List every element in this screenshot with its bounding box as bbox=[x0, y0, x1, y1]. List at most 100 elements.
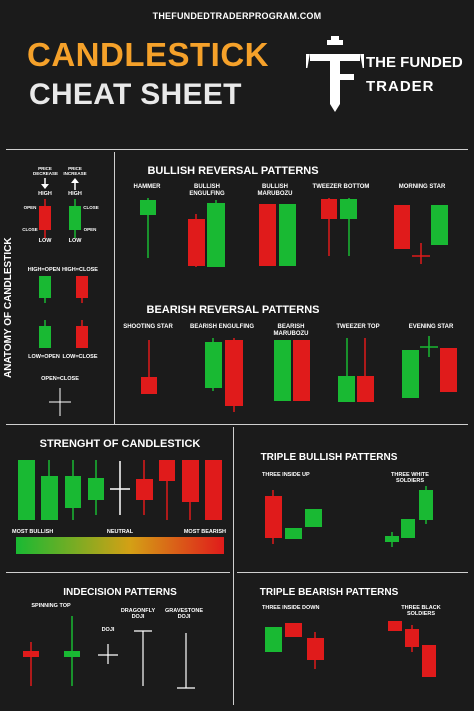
brand-name-line1: THE FUNDED bbox=[366, 54, 463, 71]
pattern-bearish-marubozu-label: BEARISH MARUBOZU bbox=[273, 324, 309, 337]
triple-bullish-candles bbox=[265, 486, 433, 547]
candle-high-close bbox=[76, 276, 88, 303]
bullish-reversal-title: BULLISH REVERSAL PATTERNS bbox=[147, 165, 319, 177]
three-inside-up-label: THREE INSIDE UP bbox=[262, 472, 310, 478]
divider-middle bbox=[6, 424, 468, 425]
bear-engulfing-bear bbox=[225, 338, 243, 412]
label-low-close: LOW=CLOSE bbox=[62, 354, 98, 360]
bearish-reversal-title: BEARISH REVERSAL PATTERNS bbox=[146, 304, 320, 316]
strength-candle-9 bbox=[205, 460, 222, 520]
pattern-tweezer-bottom-label: TWEEZER BOTTOM bbox=[312, 184, 370, 190]
bear-marubozu-bull bbox=[274, 340, 291, 401]
marubozu-bull bbox=[279, 204, 296, 266]
label-open: OPEN bbox=[23, 205, 37, 210]
three-white-soldiers-label: THREE WHITE SOLDIERS bbox=[391, 472, 429, 485]
hammer-candle bbox=[140, 198, 156, 258]
evening-bull bbox=[402, 350, 419, 398]
title-candlestick: CANDLESTICK bbox=[27, 36, 269, 73]
label-close-right: CLOSE bbox=[83, 205, 99, 210]
label-high-right: HIGH bbox=[68, 191, 82, 197]
label-low-right: LOW bbox=[68, 238, 82, 244]
anatomy-bull-candle bbox=[69, 199, 81, 238]
divider-bottom-right bbox=[237, 572, 468, 573]
strength-candle-1 bbox=[18, 460, 35, 520]
indecision-title: INDECISION PATTERNS bbox=[63, 587, 177, 598]
tws-2 bbox=[401, 519, 415, 538]
label-most-bearish: MOST BEARISH bbox=[183, 529, 226, 535]
anatomy-candles bbox=[39, 178, 88, 416]
strength-candle-4 bbox=[88, 478, 104, 500]
tid-bear-1 bbox=[285, 623, 302, 637]
arrow-up-icon bbox=[71, 178, 79, 190]
tweezer-bear bbox=[321, 198, 337, 256]
bearish-reversal-candles bbox=[141, 336, 457, 412]
tid-bull bbox=[265, 627, 282, 652]
shooting-star-candle bbox=[141, 340, 157, 394]
bear-marubozu-bear bbox=[293, 340, 310, 401]
label-open-close: OPEN=CLOSE bbox=[41, 376, 79, 382]
anatomy-bear-candle bbox=[39, 199, 51, 238]
strength-candle-2 bbox=[41, 476, 58, 520]
strength-title: STRENGHT OF CANDLESTICK bbox=[39, 438, 201, 450]
morning-bear bbox=[394, 205, 410, 249]
indecision-candles bbox=[23, 616, 195, 689]
arrow-down-icon bbox=[41, 178, 49, 189]
engulfing-bear bbox=[188, 214, 205, 267]
label-high-open: HIGH=OPEN bbox=[27, 267, 61, 273]
pattern-bullish-marubozu-label: BULLISH MARUBOZU bbox=[257, 184, 293, 197]
morning-doji bbox=[412, 243, 430, 264]
pattern-hammer-label: HAMMER bbox=[133, 184, 161, 190]
label-price-increase: PRICE INCREASE bbox=[63, 166, 87, 177]
tbs-2 bbox=[405, 629, 419, 647]
pattern-morning-star-label: MORNING STAR bbox=[398, 184, 446, 190]
label-low-left: LOW bbox=[38, 238, 52, 244]
three-black-soldiers-label: THREE BLACK SOLDIERS bbox=[401, 605, 441, 618]
triple-bullish-title: TRIPLE BULLISH PATTERNS bbox=[260, 452, 398, 463]
tweezer-top-bull bbox=[338, 338, 355, 402]
brand-name-line2: TRADER bbox=[366, 78, 435, 95]
dragonfly-doji-label: DRAGONFLY DOJI bbox=[120, 608, 156, 621]
pattern-bullish-engulfing-label: BULLISH ENGULFING bbox=[189, 184, 225, 197]
tweezer-bull bbox=[340, 198, 357, 256]
label-high-close: HIGH=CLOSE bbox=[62, 267, 98, 273]
divider-bottom-left bbox=[6, 572, 230, 573]
morning-bull bbox=[431, 205, 448, 245]
label-price-decrease: PRICE DECREASE bbox=[33, 166, 59, 177]
strength-candle-3 bbox=[65, 476, 81, 508]
candle-low-close bbox=[76, 320, 88, 348]
pattern-shooting-star-label: SHOOTING STAR bbox=[123, 324, 173, 330]
evening-doji bbox=[420, 336, 438, 357]
tws-3 bbox=[419, 490, 433, 520]
brand-logo-icon bbox=[306, 36, 364, 112]
site-url: THEFUNDEDTRADERPROGRAM.COM bbox=[152, 11, 322, 21]
gravestone-doji-label: GRAVESTONE DOJI bbox=[165, 608, 203, 621]
tbs-1 bbox=[388, 621, 402, 631]
spinning-top-green bbox=[64, 651, 80, 657]
bullish-reversal-candles bbox=[140, 198, 448, 267]
marubozu-bear bbox=[259, 204, 276, 266]
doji-label: DOJI bbox=[101, 627, 115, 633]
divider-bottom-center bbox=[233, 427, 234, 705]
label-high-left: HIGH bbox=[38, 191, 52, 197]
strength-gradient-bar bbox=[16, 537, 224, 554]
bear-engulfing-bull bbox=[205, 338, 222, 391]
strength-candle-7 bbox=[159, 460, 175, 481]
strength-candles bbox=[18, 460, 222, 520]
tiu-bull-1 bbox=[285, 528, 302, 539]
candle-low-open bbox=[39, 320, 51, 348]
label-low-open: LOW=OPEN bbox=[28, 354, 60, 360]
spinning-top-red bbox=[23, 651, 39, 657]
label-most-bullish: MOST BULLISH bbox=[12, 529, 54, 535]
candle-high-open bbox=[39, 276, 51, 303]
tid-bear-2 bbox=[307, 638, 324, 660]
label-neutral: NEUTRAL bbox=[106, 529, 134, 535]
three-inside-down-label: THREE INSIDE DOWN bbox=[262, 605, 320, 611]
engulfing-bull bbox=[207, 200, 225, 267]
title-cheat-sheet: CHEAT SHEET bbox=[29, 78, 242, 111]
strength-candle-6 bbox=[136, 479, 153, 500]
pattern-evening-star-label: EVENING STAR bbox=[408, 324, 454, 330]
pattern-tweezer-top-label: TWEEZER TOP bbox=[336, 324, 380, 330]
tbs-3 bbox=[422, 645, 436, 677]
tweezer-top-bear bbox=[357, 338, 374, 402]
triple-bearish-candles bbox=[265, 621, 436, 677]
